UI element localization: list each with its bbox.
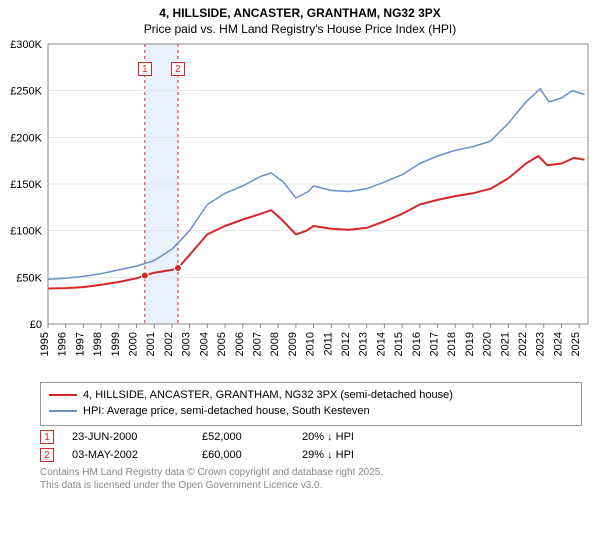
sale-marker-1: 1: [40, 430, 54, 444]
x-tick-label: 2008: [269, 332, 281, 356]
y-tick-label: £300K: [10, 39, 42, 51]
y-tick-label: £200K: [10, 132, 42, 144]
x-tick-label: 2006: [234, 332, 246, 356]
x-tick-label: 2017: [429, 332, 441, 356]
legend: 4, HILLSIDE, ANCASTER, GRANTHAM, NG32 3P…: [40, 382, 582, 426]
sale-delta: 20% ↓ HPI: [302, 431, 422, 443]
x-tick-label: 2000: [128, 332, 140, 356]
x-tick-label: 2022: [517, 332, 529, 356]
x-tick-label: 2014: [375, 332, 387, 356]
sale-date: 03-MAY-2002: [72, 449, 202, 461]
x-tick-label: 2003: [181, 332, 193, 356]
x-tick-label: 2004: [198, 332, 210, 356]
x-tick-label: 2012: [340, 332, 352, 356]
sale-date: 23-JUN-2000: [72, 431, 202, 443]
x-tick-label: 2020: [482, 332, 494, 356]
x-tick-label: 2015: [393, 332, 405, 356]
line-chart-svg: £0 £50K £100K £150K £200K £250K £300K 1995 1996 1…: [0, 36, 600, 376]
footer-line2: This data is licensed under the Open Gov…: [40, 479, 582, 492]
sale-row: 1 23-JUN-2000£52,00020% ↓ HPI: [40, 430, 582, 444]
x-tick-label: 1996: [57, 332, 69, 356]
sale-delta: 29% ↓ HPI: [302, 449, 422, 461]
legend-swatch: [49, 410, 77, 412]
x-tick-label: 2007: [251, 332, 263, 356]
sale-row: 2 03-MAY-2002£60,00029% ↓ HPI: [40, 448, 582, 462]
legend-swatch: [49, 394, 77, 396]
footer-line1: Contains HM Land Registry data © Crown c…: [40, 466, 582, 479]
x-tick-label: 2001: [145, 332, 157, 356]
chart-title-line2: Price paid vs. HM Land Registry's House …: [0, 22, 600, 36]
legend-item: HPI: Average price, semi-detached house,…: [49, 405, 573, 417]
y-tick-label: £0: [30, 319, 42, 331]
y-tick-label: £50K: [16, 272, 42, 284]
legend-label: HPI: Average price, semi-detached house,…: [83, 405, 370, 417]
x-tick-label: 1995: [39, 332, 51, 356]
y-tick-label: £100K: [10, 226, 42, 238]
event-marker-1: 1: [138, 62, 152, 76]
event-marker-2: 2: [171, 62, 185, 76]
attribution-footer: Contains HM Land Registry data © Crown c…: [40, 466, 582, 492]
x-tick-label: 2009: [287, 332, 299, 356]
x-tick-label: 2005: [216, 332, 228, 356]
legend-label: 4, HILLSIDE, ANCASTER, GRANTHAM, NG32 3P…: [83, 389, 453, 401]
x-tick-label: 2010: [305, 332, 317, 356]
sale-marker-2: 2: [40, 448, 54, 462]
x-tick-label: 2018: [446, 332, 458, 356]
sale-price: £60,000: [202, 449, 302, 461]
chart-area: £0 £50K £100K £150K £200K £250K £300K 1995 1996 1…: [0, 36, 600, 376]
x-tick-label: 2002: [163, 332, 175, 356]
chart-title-line1: 4, HILLSIDE, ANCASTER, GRANTHAM, NG32 3P…: [0, 6, 600, 20]
x-tick-label: 2019: [464, 332, 476, 356]
y-tick-label: £150K: [10, 179, 42, 191]
x-tick-label: 2023: [535, 332, 547, 356]
x-tick-label: 2025: [570, 332, 582, 356]
legend-item: 4, HILLSIDE, ANCASTER, GRANTHAM, NG32 3P…: [49, 389, 573, 401]
x-tick-label: 2016: [411, 332, 423, 356]
x-tick-label: 1997: [74, 332, 86, 356]
x-tick-label: 1999: [110, 332, 122, 356]
sale-price: £52,000: [202, 431, 302, 443]
x-tick-label: 1998: [92, 332, 104, 356]
x-tick-label: 2024: [552, 332, 564, 356]
sales-table: 1 23-JUN-2000£52,00020% ↓ HPI 2 03-MAY-2002…: [40, 430, 582, 462]
x-tick-label: 2013: [358, 332, 370, 356]
x-tick-label: 2011: [322, 332, 334, 356]
y-tick-label: £250K: [10, 86, 42, 98]
x-tick-label: 2021: [499, 332, 511, 356]
